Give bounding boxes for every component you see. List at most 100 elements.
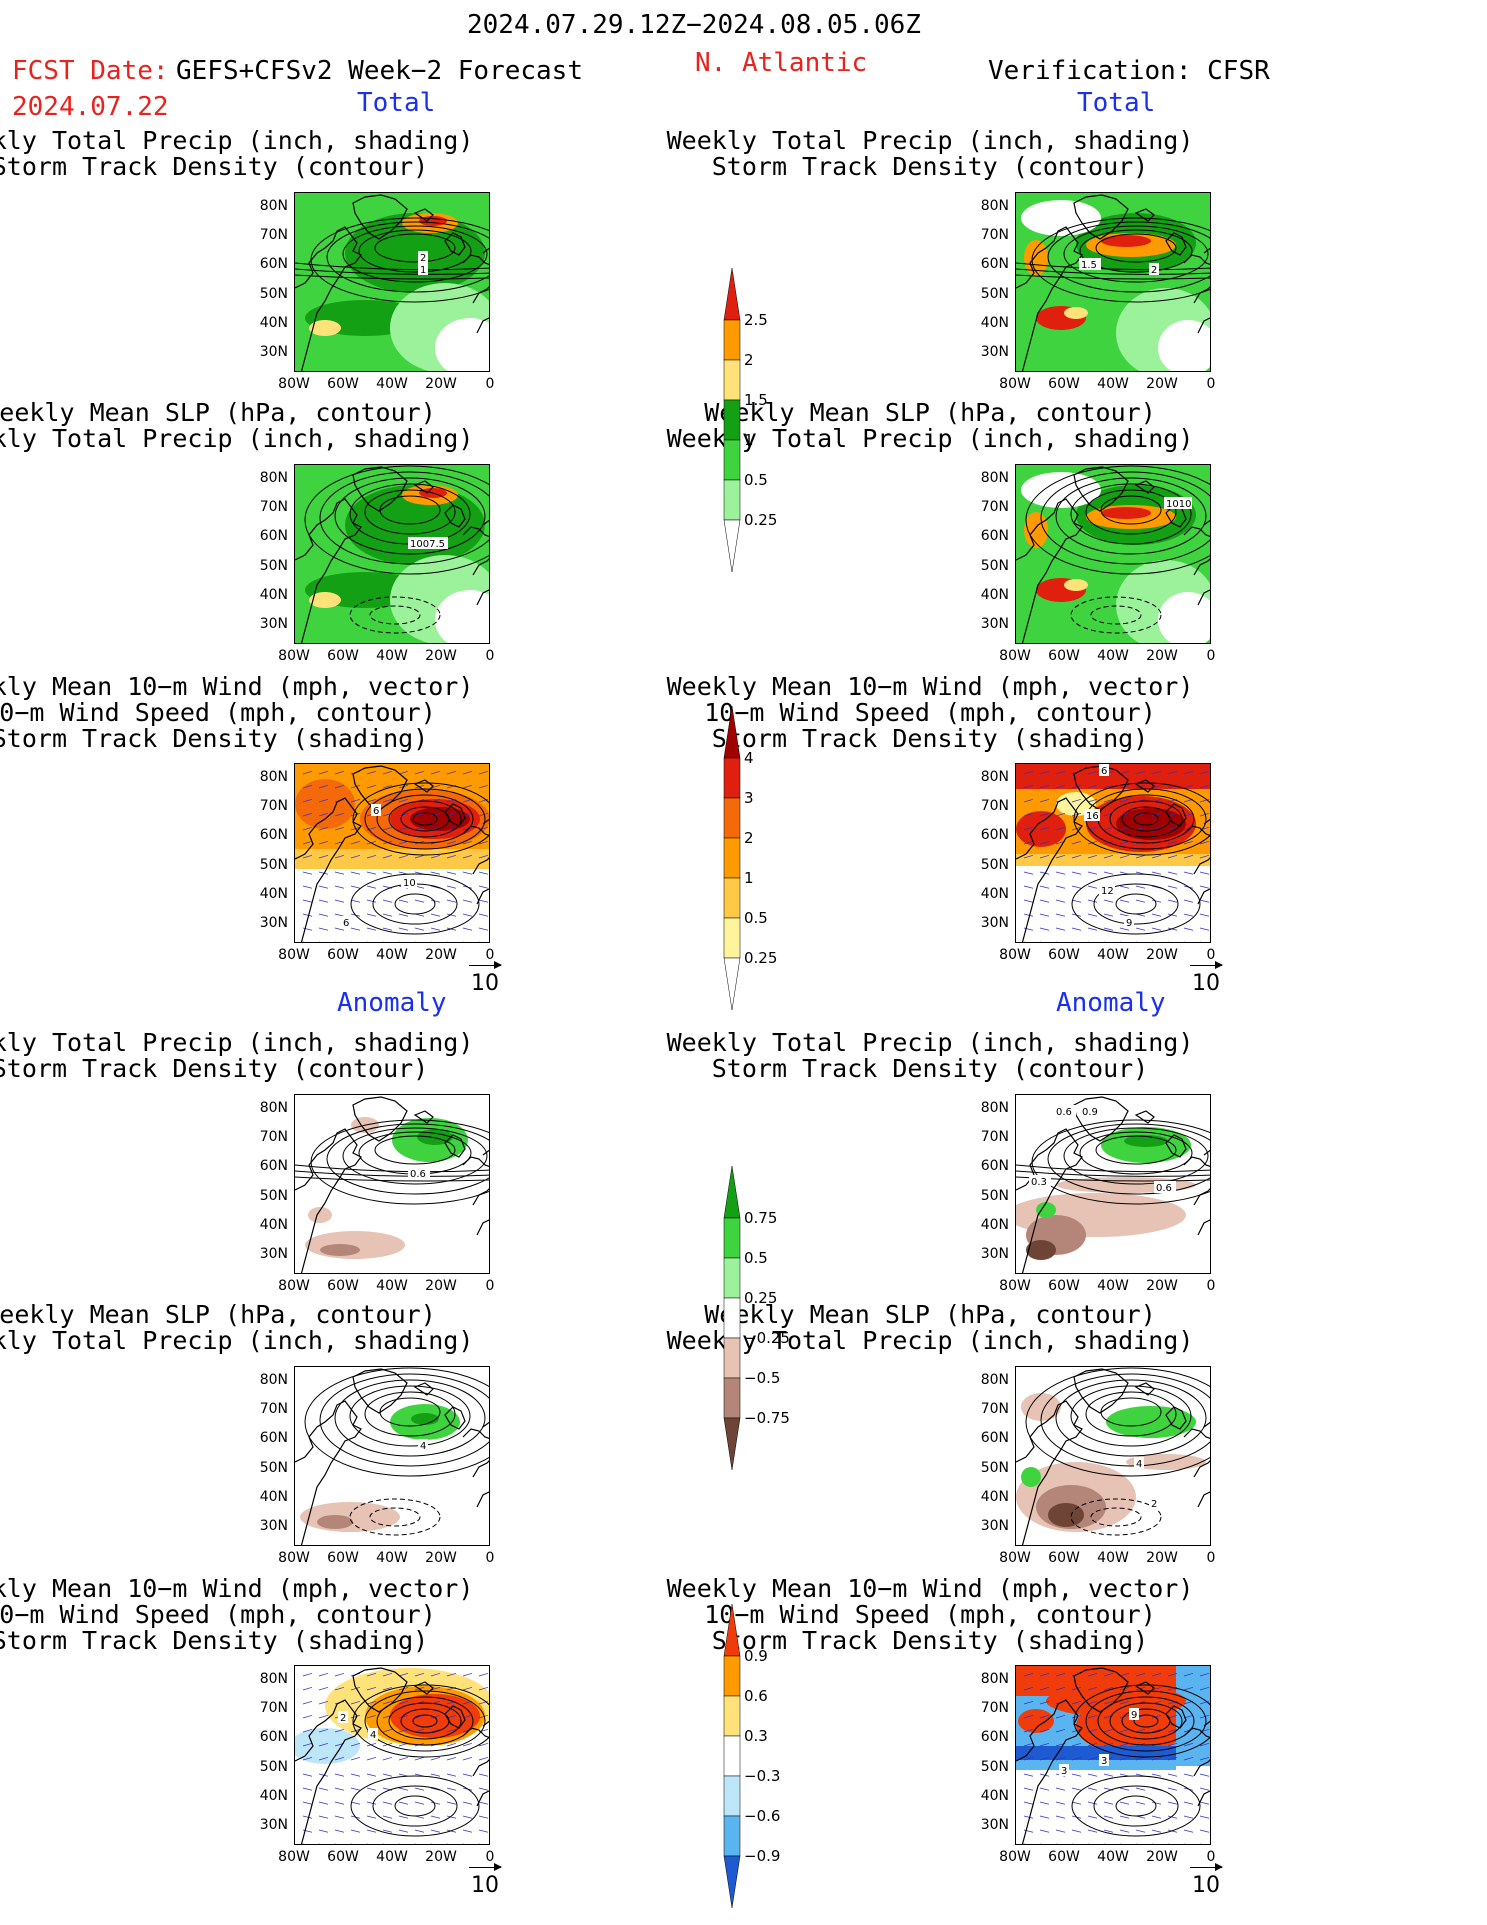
- colorbar-segment: [723, 399, 741, 441]
- map-panel-l3: 6 10 6: [294, 763, 490, 943]
- lat-label: 30N: [259, 344, 288, 360]
- lat-label: 40N: [980, 1488, 1009, 1505]
- lat-label: 50N: [980, 1758, 1009, 1775]
- lat-label: 40N: [259, 586, 288, 603]
- coastline: [295, 1096, 489, 1273]
- lat-label: 30N: [259, 1518, 288, 1534]
- lon-label: 20W: [1146, 1550, 1178, 1566]
- lon-label: 0: [485, 1278, 495, 1294]
- lon-label: 40W: [376, 1278, 408, 1294]
- lon-label: 60W: [1048, 1278, 1080, 1294]
- colorbar-label: 1.5: [744, 391, 768, 409]
- lat-label: 50N: [259, 285, 288, 302]
- shading-region: [1016, 854, 1210, 866]
- coastline: [295, 765, 489, 942]
- lon-label: 60W: [1048, 1550, 1080, 1566]
- colorbar-label: 0.3: [744, 1727, 768, 1745]
- shading-region: [1021, 1467, 1041, 1487]
- title-line: 10−m Wind Speed (mph, contour): [704, 1600, 1156, 1629]
- contour-label: 3: [1101, 1756, 1107, 1767]
- title-line: Weekly Mean SLP (hPa, contour): [704, 1300, 1156, 1329]
- colorbar-segment: [723, 1217, 741, 1259]
- lon-label: 60W: [327, 376, 359, 392]
- lon-label: 0: [485, 376, 495, 392]
- shading-region: [317, 1515, 353, 1529]
- lat-label: 30N: [980, 1817, 1009, 1833]
- lat-label: 30N: [980, 344, 1009, 360]
- lon-label: 20W: [425, 648, 457, 664]
- colorbar-label: −0.5: [744, 1369, 781, 1387]
- contour-label-bg: [1080, 1105, 1102, 1117]
- colorbar-segment: [723, 1815, 741, 1857]
- lon-label: 60W: [1048, 947, 1080, 963]
- title-l1: Weekly Total Precip (inch, shading) Stor…: [0, 128, 510, 180]
- contour-label-bg: [401, 876, 417, 888]
- contour-label-bg: [408, 1167, 430, 1179]
- lat-label: 60N: [259, 827, 288, 844]
- contour-label-bg: [1079, 258, 1101, 270]
- lat-label: 30N: [259, 1817, 288, 1833]
- lon-label: 40W: [1097, 376, 1129, 392]
- coastline: [295, 466, 489, 643]
- shading-region: [295, 849, 489, 869]
- map-panel-r4: 0.6 0.9 0.3 0.6: [1015, 1094, 1211, 1274]
- shading-region: [1126, 1454, 1206, 1470]
- lat-label: 50N: [980, 1187, 1009, 1204]
- colorbar-label: 0.75: [744, 1209, 778, 1227]
- title-line: Weekly Total Precip (inch, shading): [0, 1326, 474, 1355]
- colorbar-segment: [723, 957, 741, 1010]
- lat-label: 50N: [980, 856, 1009, 873]
- contour-label: 10: [403, 878, 416, 889]
- title-line: 10−m Wind Speed (mph, contour): [0, 698, 436, 727]
- title-r6: Weekly Mean 10−m Wind (mph, vector) 10−m…: [630, 1576, 1230, 1654]
- lon-label: 0: [485, 1550, 495, 1566]
- contour-label: 9: [1131, 1710, 1137, 1721]
- contour-label-bg: [1029, 1175, 1051, 1187]
- lon-label: 0: [1206, 947, 1216, 963]
- contour-label: 1.5: [1081, 260, 1097, 271]
- lon-label: 20W: [1146, 947, 1178, 963]
- coastline: [1016, 1368, 1210, 1545]
- shading-region: [1064, 579, 1088, 591]
- lat-label: 80N: [980, 1372, 1009, 1388]
- section-total-left: Total: [357, 88, 436, 118]
- contour-label-bg: [418, 251, 428, 263]
- colorbar-segment: [723, 1855, 741, 1908]
- lon-label: 0: [485, 947, 495, 963]
- lat-label: 50N: [259, 557, 288, 574]
- contour-label: 4: [420, 1441, 426, 1452]
- colorbar-segment: [723, 1297, 741, 1339]
- contour-label-bg: [1054, 1105, 1076, 1117]
- colorbar-label: −0.9: [744, 1847, 781, 1865]
- map-canvas: 4: [295, 1367, 489, 1545]
- lat-label: 60N: [980, 1729, 1009, 1746]
- lon-label: 60W: [327, 1550, 359, 1566]
- colorbar-segment: [723, 1166, 741, 1219]
- shading-region: [320, 1244, 360, 1256]
- lat-label: 80N: [259, 1372, 288, 1388]
- contour-label-bg: [408, 537, 448, 549]
- title-line: Weekly Total Precip (inch, shading): [666, 1028, 1194, 1057]
- title-r3: Weekly Mean 10−m Wind (mph, vector) 10−m…: [630, 674, 1230, 752]
- lon-label: 80W: [278, 376, 310, 392]
- lat-label: 30N: [259, 616, 288, 632]
- title-line: Storm Track Density (contour): [0, 152, 429, 181]
- vector-reference: 10: [1186, 1863, 1226, 1898]
- coastline: [295, 1368, 489, 1545]
- title-line: Storm Track Density (contour): [0, 1054, 429, 1083]
- lat-label: 80N: [259, 769, 288, 785]
- title-line: Weekly Mean SLP (hPa, contour): [0, 398, 436, 427]
- contour-label-bg: [338, 1711, 348, 1723]
- lon-label: 40W: [1097, 1550, 1129, 1566]
- shading-region: [1021, 472, 1101, 508]
- title-line: Weekly Total Precip (inch, shading): [666, 126, 1194, 155]
- shading-region: [308, 1207, 332, 1223]
- colorbar-label: 4: [744, 749, 754, 767]
- title-line: Weekly Mean 10−m Wind (mph, vector): [0, 1574, 474, 1603]
- contour-label: 4: [1136, 1459, 1142, 1470]
- title-line: Storm Track Density (contour): [711, 1054, 1149, 1083]
- map-canvas: 21: [295, 193, 489, 371]
- contour-label-bg: [418, 1439, 428, 1451]
- contour-label: 3: [1061, 1766, 1067, 1777]
